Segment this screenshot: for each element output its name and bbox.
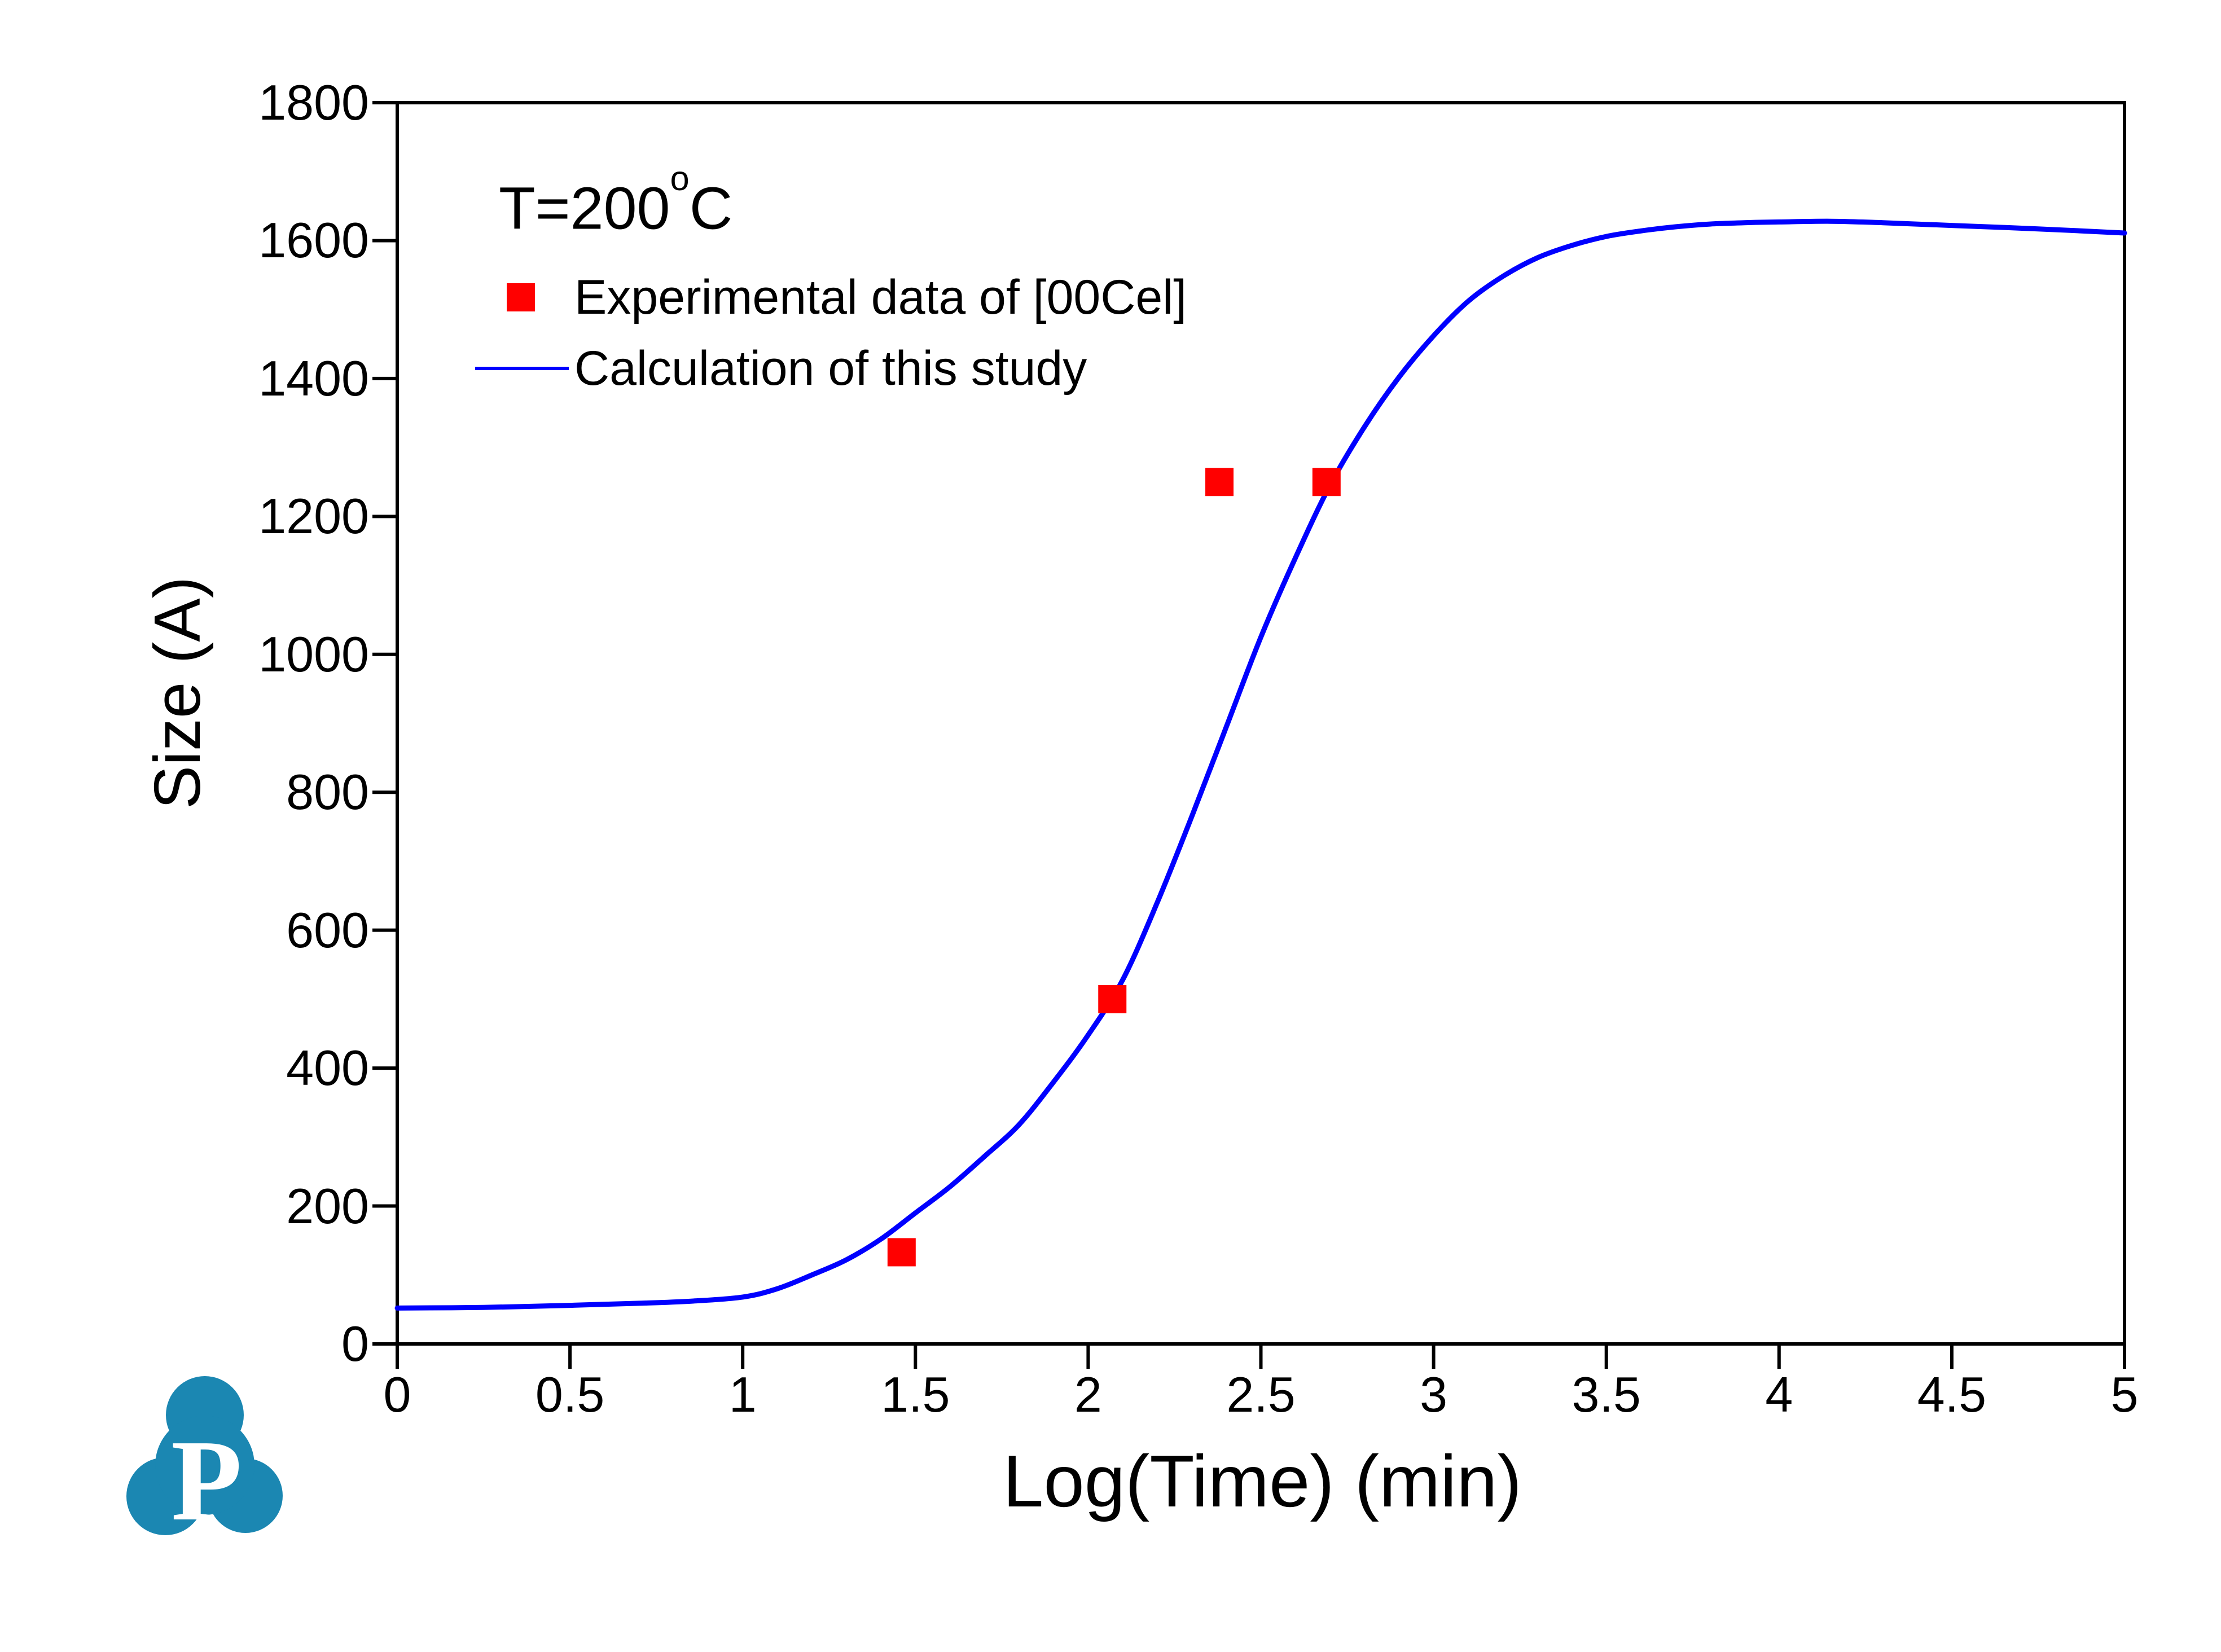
x-tick-label: 3 xyxy=(1420,1367,1448,1422)
y-tick-label: 0 xyxy=(341,1316,369,1372)
legend-line-calculation xyxy=(475,367,569,370)
data-point-marker xyxy=(1098,985,1127,1013)
x-tick-label: 0.5 xyxy=(535,1367,605,1422)
y-tick-label: 1400 xyxy=(258,350,369,406)
y-tick-label: 1800 xyxy=(258,74,369,130)
legend-marker-experimental xyxy=(507,283,535,311)
x-tick-label: 4.5 xyxy=(1917,1367,1987,1422)
y-tick-label: 600 xyxy=(286,902,369,958)
legend-label-calculation: Calculation of this study xyxy=(574,341,1087,396)
y-tick-label: 800 xyxy=(286,764,369,820)
x-tick-label: 4 xyxy=(1765,1367,1793,1422)
y-tick-label: 1000 xyxy=(258,626,369,682)
x-tick-label: 3.5 xyxy=(1572,1367,1641,1422)
x-tick-label: 5 xyxy=(2110,1367,2139,1422)
temperature-annotation: T=200oC xyxy=(499,159,733,242)
y-tick-label: 200 xyxy=(286,1178,369,1234)
temperature-annotation-suffix: C xyxy=(689,175,733,242)
x-tick-label: 1 xyxy=(728,1367,757,1422)
y-tick-label: 1600 xyxy=(258,212,369,269)
legend-label-experimental: Experimental data of [00Cel] xyxy=(574,270,1187,324)
data-point-marker xyxy=(1312,468,1341,497)
data-point-marker xyxy=(1205,468,1234,497)
x-axis-title: Log(Time) (min) xyxy=(1003,1440,1522,1522)
degree-superscript: o xyxy=(670,159,690,199)
x-tick-label: 1.5 xyxy=(881,1367,950,1422)
publisher-logo: P xyxy=(126,1376,283,1545)
logo-letter: P xyxy=(171,1416,242,1545)
cloud-trefoil-icon xyxy=(126,1376,283,1535)
x-tick-label: 0 xyxy=(383,1367,411,1422)
x-tick-label: 2 xyxy=(1074,1367,1102,1422)
temperature-annotation-prefix: T=200 xyxy=(499,175,670,242)
y-tick-label: 400 xyxy=(286,1040,369,1096)
calculation-curve xyxy=(394,218,2127,1311)
x-tick-label: 2.5 xyxy=(1226,1367,1296,1422)
y-axis-title: Size (A) xyxy=(141,576,214,810)
y-tick-label: 1200 xyxy=(258,488,369,544)
data-point-marker xyxy=(887,1238,916,1267)
